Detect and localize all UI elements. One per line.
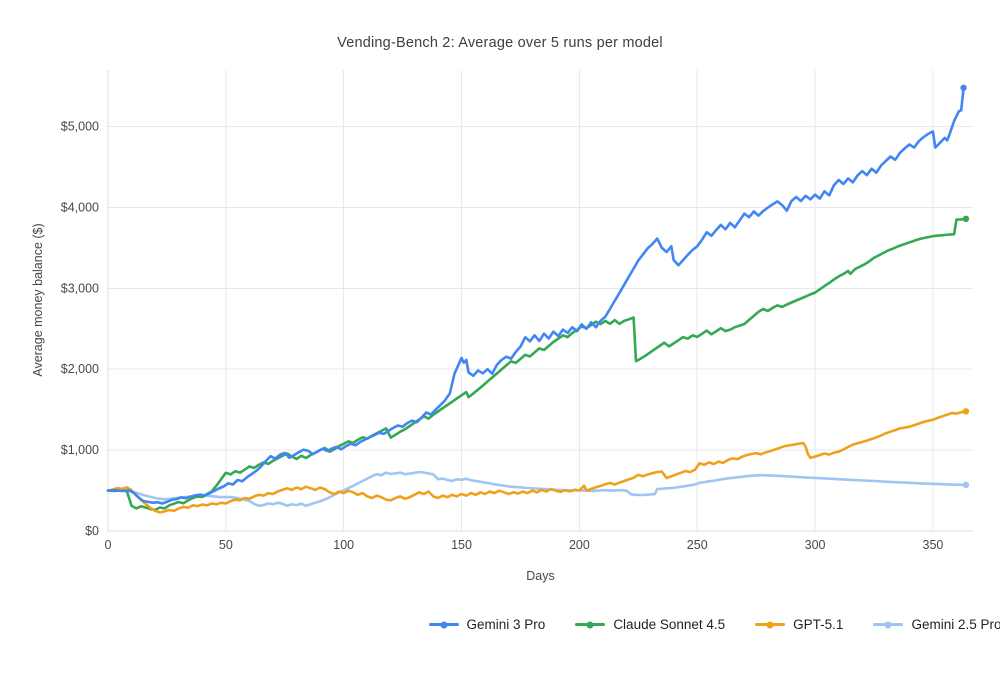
y-tick-label: $1,000 (61, 443, 99, 457)
x-tick-label: 150 (451, 538, 472, 552)
y-tick-label: $5,000 (61, 120, 99, 134)
series-end-marker[interactable] (960, 84, 967, 91)
legend-label: GPT-5.1 (793, 617, 844, 632)
chart-title: Vending-Bench 2: Average over 5 runs per… (337, 35, 663, 51)
legend-line-marker-icon (428, 623, 459, 626)
legend-item-claude-sonnet-4-5[interactable]: Claude Sonnet 4.5 (575, 617, 725, 632)
y-tick-label: $4,000 (61, 200, 99, 214)
x-tick-label: 0 (105, 538, 112, 552)
x-tick-label: 200 (569, 538, 590, 552)
y-tick-label: $2,000 (61, 362, 99, 376)
legend-line-marker-icon (873, 623, 904, 626)
chart-legend: Gemini 3 Pro Claude Sonnet 4.5 GPT-5.1 G… (428, 617, 1000, 632)
x-tick-label: 50 (219, 538, 233, 552)
series-line-claude-sonnet-4-5[interactable] (106, 217, 968, 512)
x-axis-title: Days (526, 569, 555, 583)
x-tick-label: 100 (333, 538, 354, 552)
x-tick-label: 250 (687, 538, 708, 552)
legend-label: Gemini 3 Pro (466, 617, 546, 632)
series-end-marker[interactable] (962, 481, 970, 489)
series-line-gemini-3-pro[interactable] (106, 86, 965, 505)
x-tick-label: 300 (805, 538, 826, 552)
legend-line-marker-icon (755, 623, 786, 626)
y-tick-label: $0 (85, 524, 99, 538)
series-line-gemini-2-5-pro[interactable] (106, 470, 968, 508)
y-tick-label: $3,000 (61, 281, 99, 295)
legend-label: Claude Sonnet 4.5 (613, 617, 726, 632)
x-tick-label: 350 (923, 538, 944, 552)
legend-label: Gemini 2.5 Pro (911, 617, 1000, 632)
series-end-marker[interactable] (962, 215, 970, 223)
series-end-marker[interactable] (962, 408, 970, 415)
legend-item-gemini-2-5-pro[interactable]: Gemini 2.5 Pro (873, 617, 1000, 632)
legend-line-marker-icon (575, 623, 606, 626)
series-line-gpt-5-1[interactable] (106, 409, 968, 514)
legend-item-gemini-3-pro[interactable]: Gemini 3 Pro (428, 617, 546, 632)
legend-item-gpt-5-1[interactable]: GPT-5.1 (755, 617, 843, 632)
